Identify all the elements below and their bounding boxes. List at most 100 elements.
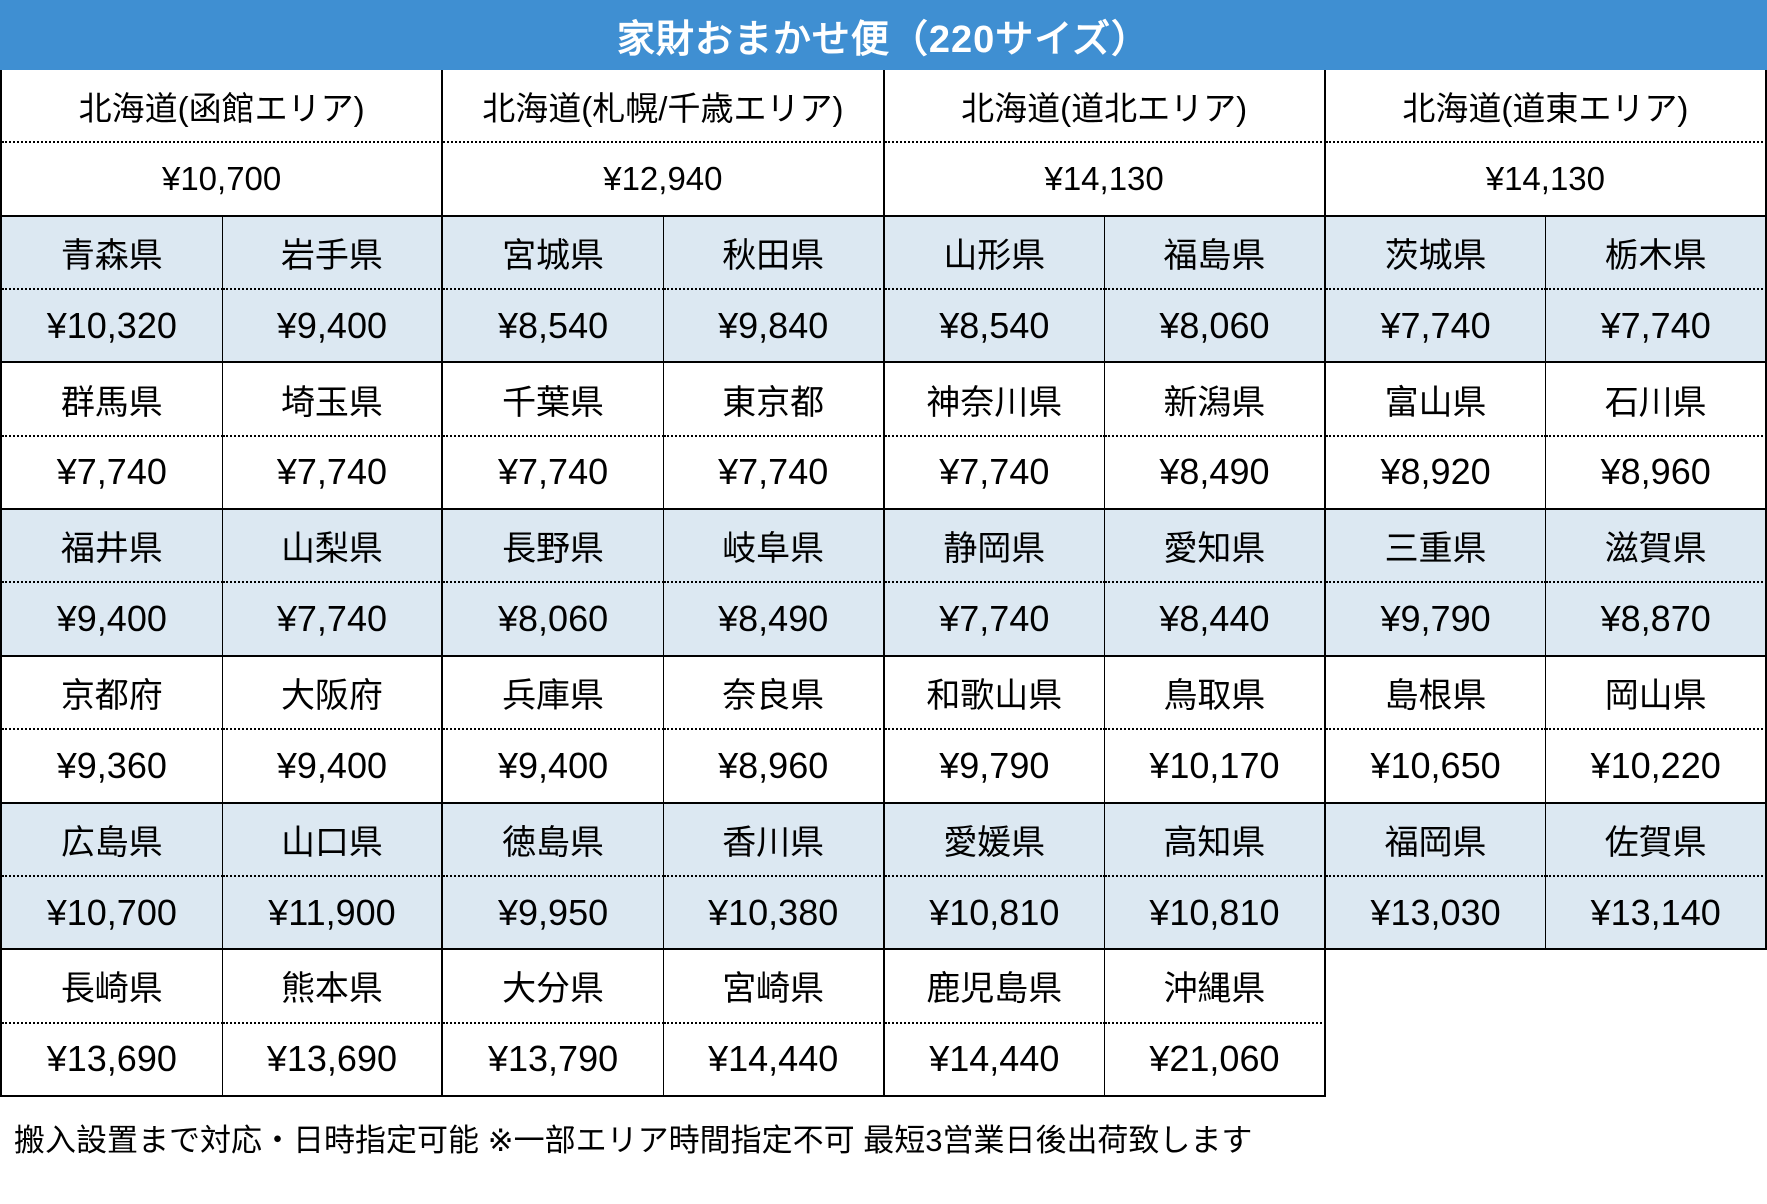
pref-price-cell: ¥21,060 <box>1105 1023 1326 1097</box>
pref-price-cell: ¥9,400 <box>222 290 444 364</box>
pref-name-cell: 群馬県 <box>2 363 223 437</box>
pref-name-cell: 栃木県 <box>1546 216 1767 291</box>
pref-name-cell: 香川県 <box>663 803 885 877</box>
pref-price-cell: ¥11,900 <box>222 876 444 951</box>
pref-name-cell: 東京都 <box>663 363 885 437</box>
pref-name-cell: 京都府 <box>2 656 223 731</box>
pref-price-cell: ¥14,440 <box>663 1023 885 1097</box>
pref-name-cell: 茨城県 <box>1325 216 1547 291</box>
pref-price-cell: ¥9,400 <box>2 583 223 657</box>
pref-name-cell: 宮城県 <box>443 216 664 291</box>
pref-price-cell: ¥7,740 <box>222 436 444 511</box>
footer-note: 搬入設置まで対応・日時指定可能 ※一部エリア時間指定不可 最短3営業日後出荷致し… <box>0 1097 1767 1204</box>
pref-price-cell: ¥8,490 <box>663 583 885 657</box>
pref-name-cell: 山形県 <box>884 216 1106 291</box>
pref-name-cell: 熊本県 <box>222 950 444 1024</box>
pref-price-cell: ¥10,380 <box>663 876 885 951</box>
pref-name-cell: 岡山県 <box>1546 656 1767 731</box>
pref-name-cell: 愛知県 <box>1105 510 1326 584</box>
pref-name-cell: 大分県 <box>443 950 664 1024</box>
pref-price-cell: ¥13,690 <box>2 1023 223 1097</box>
pref-price-cell: ¥9,790 <box>1325 583 1547 657</box>
pref-price-cell: ¥14,440 <box>884 1023 1106 1097</box>
pref-price-cell: ¥8,060 <box>443 583 664 657</box>
pref-name-cell: 新潟県 <box>1105 363 1326 437</box>
pref-price-cell: ¥9,950 <box>443 876 664 951</box>
pref-name-cell: 神奈川県 <box>884 363 1106 437</box>
pref-name-cell: 福井県 <box>2 510 223 584</box>
pref-price-cell: ¥8,490 <box>1105 436 1326 511</box>
area-price-cell: ¥12,940 <box>443 143 885 217</box>
pref-price-cell: ¥7,740 <box>443 436 664 511</box>
empty-cell <box>1325 950 1547 1024</box>
table-title: 家財おまかせ便（220サイズ） <box>0 0 1767 70</box>
pref-price-cell: ¥8,960 <box>663 730 885 804</box>
pref-name-cell: 大阪府 <box>222 656 444 731</box>
pref-name-cell: 滋賀県 <box>1546 510 1767 584</box>
pref-price-cell: ¥8,060 <box>1105 290 1326 364</box>
pref-name-cell: 兵庫県 <box>443 656 664 731</box>
area-name-cell: 北海道(道東エリア) <box>1325 70 1767 144</box>
pref-name-cell: 富山県 <box>1325 363 1547 437</box>
pref-price-cell: ¥7,740 <box>1546 290 1767 364</box>
pref-price-cell: ¥10,220 <box>1546 730 1767 804</box>
empty-cell <box>1325 1023 1547 1097</box>
pref-name-cell: 青森県 <box>2 216 223 291</box>
pref-price-cell: ¥8,440 <box>1105 583 1326 657</box>
pref-price-cell: ¥7,740 <box>2 436 223 511</box>
pref-price-cell: ¥7,740 <box>222 583 444 657</box>
pref-price-cell: ¥9,400 <box>222 730 444 804</box>
area-price-cell: ¥14,130 <box>1325 143 1767 217</box>
pref-name-cell: 千葉県 <box>443 363 664 437</box>
pref-price-cell: ¥10,650 <box>1325 730 1547 804</box>
area-price-cell: ¥10,700 <box>2 143 444 217</box>
pref-name-cell: 宮崎県 <box>663 950 885 1024</box>
pref-name-cell: 奈良県 <box>663 656 885 731</box>
empty-cell <box>1546 950 1767 1024</box>
pref-price-cell: ¥13,790 <box>443 1023 664 1097</box>
price-table: 北海道(函館エリア) 北海道(札幌/千歳エリア) 北海道(道北エリア) 北海道(… <box>0 70 1767 1097</box>
pref-price-cell: ¥13,030 <box>1325 876 1547 951</box>
pref-price-cell: ¥10,700 <box>2 876 223 951</box>
pref-name-cell: 福島県 <box>1105 216 1326 291</box>
pref-price-cell: ¥13,140 <box>1546 876 1767 951</box>
pref-name-cell: 和歌山県 <box>884 656 1106 731</box>
pref-price-cell: ¥10,810 <box>884 876 1106 951</box>
pref-price-cell: ¥9,360 <box>2 730 223 804</box>
pref-name-cell: 秋田県 <box>663 216 885 291</box>
pref-price-cell: ¥7,740 <box>884 583 1106 657</box>
pref-price-cell: ¥9,400 <box>443 730 664 804</box>
pref-price-cell: ¥8,960 <box>1546 436 1767 511</box>
pref-name-cell: 埼玉県 <box>222 363 444 437</box>
pref-name-cell: 鹿児島県 <box>884 950 1106 1024</box>
pref-name-cell: 鳥取県 <box>1105 656 1326 731</box>
area-name-cell: 北海道(札幌/千歳エリア) <box>443 70 885 144</box>
pref-name-cell: 高知県 <box>1105 803 1326 877</box>
pref-name-cell: 静岡県 <box>884 510 1106 584</box>
pref-name-cell: 愛媛県 <box>884 803 1106 877</box>
pref-price-cell: ¥13,690 <box>222 1023 444 1097</box>
pref-price-cell: ¥8,870 <box>1546 583 1767 657</box>
pref-price-cell: ¥8,540 <box>884 290 1106 364</box>
pref-name-cell: 佐賀県 <box>1546 803 1767 877</box>
pref-name-cell: 三重県 <box>1325 510 1547 584</box>
pref-price-cell: ¥8,920 <box>1325 436 1547 511</box>
pref-price-cell: ¥7,740 <box>663 436 885 511</box>
pref-name-cell: 広島県 <box>2 803 223 877</box>
pref-name-cell: 石川県 <box>1546 363 1767 437</box>
pref-name-cell: 岩手県 <box>222 216 444 291</box>
pref-name-cell: 島根県 <box>1325 656 1547 731</box>
pref-price-cell: ¥10,170 <box>1105 730 1326 804</box>
pref-name-cell: 岐阜県 <box>663 510 885 584</box>
pref-name-cell: 福岡県 <box>1325 803 1547 877</box>
pref-name-cell: 徳島県 <box>443 803 664 877</box>
area-name-cell: 北海道(函館エリア) <box>2 70 444 144</box>
pref-name-cell: 沖縄県 <box>1105 950 1326 1024</box>
pref-price-cell: ¥10,810 <box>1105 876 1326 951</box>
pref-name-cell: 山口県 <box>222 803 444 877</box>
pref-price-cell: ¥7,740 <box>884 436 1106 511</box>
area-name-cell: 北海道(道北エリア) <box>884 70 1326 144</box>
pref-price-cell: ¥7,740 <box>1325 290 1547 364</box>
pref-name-cell: 山梨県 <box>222 510 444 584</box>
